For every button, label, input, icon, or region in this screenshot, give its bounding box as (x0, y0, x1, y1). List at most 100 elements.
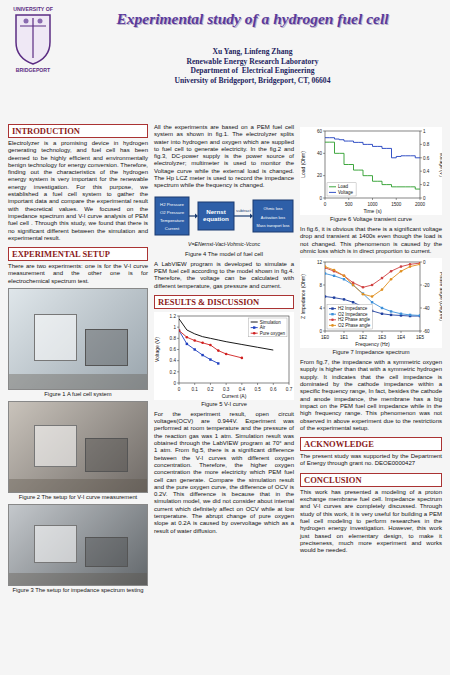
tick (420, 262, 422, 263)
marker (201, 341, 204, 344)
tick-label: 1E4 (397, 335, 406, 340)
tick (179, 383, 180, 385)
marker (400, 265, 403, 268)
photo-object (85, 537, 128, 567)
marker (409, 265, 412, 268)
tick (177, 315, 179, 316)
paragraph: A LabVIEW program is developed to simula… (154, 261, 294, 290)
marker (343, 275, 346, 278)
marker (371, 284, 374, 287)
axis-label: Voltage (V) (154, 337, 160, 362)
photo-object (85, 438, 128, 472)
tick (372, 198, 373, 200)
legend (327, 305, 372, 329)
marker (209, 344, 212, 347)
tick (420, 131, 422, 132)
marker (400, 313, 402, 315)
marker (217, 349, 220, 352)
tick-label: 2000 (415, 202, 426, 207)
paragraph: The present study was supported by the D… (300, 453, 442, 468)
tick-label: 40 (317, 151, 323, 156)
paragraph: There are two experiments: one is for th… (8, 263, 148, 285)
tick (323, 175, 325, 176)
heading: RESULTS & DISCUSSION (154, 295, 294, 309)
legend-label: Simulation (260, 319, 282, 324)
tick (226, 383, 227, 385)
tick-label: 0.5 (254, 386, 261, 391)
marker (352, 301, 354, 303)
marker (419, 314, 420, 316)
tick (177, 349, 179, 350)
legend-label: Voltage (338, 190, 354, 195)
column: 0500100015002000020406000.20.40.60.81Tim… (300, 124, 442, 556)
photo-object (34, 425, 77, 468)
series-line (325, 274, 420, 316)
author-line: Xu Yang, Linfeng Zhang (60, 47, 445, 57)
logo-text: UNIVERSITY OF (13, 6, 53, 12)
marker (419, 263, 420, 266)
heading: CONCLUSION (300, 473, 442, 487)
column: All the experiments are based on a PEM f… (154, 124, 294, 537)
axis-label: Time (s) (363, 208, 381, 214)
legend-label: Air (260, 325, 266, 330)
caption: Figure 5 V-I curve (154, 401, 294, 408)
marker (352, 284, 355, 287)
marker (381, 307, 383, 309)
caption: Figure 2 The setup for V-I curve measure… (8, 494, 148, 501)
tick-label: 0 (319, 196, 322, 201)
box-text: Temperature (160, 218, 185, 223)
box-text: Ohmic loss (264, 207, 283, 211)
legend-label: O2 Impedance (338, 312, 368, 317)
tick (344, 331, 345, 333)
legend-label: O2 Phase angle (338, 323, 371, 328)
tick-label: 1E5 (416, 335, 425, 340)
tick-label: 60 (317, 129, 323, 134)
box-text: Activation loss (261, 215, 285, 219)
tick (177, 371, 179, 372)
caption: Figure 4 The model of fuel cell (154, 251, 294, 258)
author-line: University of Bridgeport, Bridgeport, CT… (60, 76, 445, 86)
box-text: Current (165, 226, 180, 231)
heading: INTRODUCTION (8, 124, 148, 138)
series-line (325, 297, 420, 317)
box-text: H2 Pressure (160, 202, 184, 207)
tick-label: 1E1 (340, 335, 349, 340)
legend-swatch (251, 327, 258, 328)
tick-label: 0.1 (192, 386, 199, 391)
tick-label: 0 (319, 329, 322, 334)
legend-marker (331, 313, 333, 315)
marker (325, 295, 326, 297)
tick (325, 331, 326, 333)
paragraph: From fig.7, the impedance with a symmetr… (300, 359, 442, 432)
marker (225, 353, 228, 356)
tick (257, 383, 258, 385)
marker (409, 263, 412, 266)
legend (327, 183, 356, 196)
tick-label: 0.2 (170, 369, 177, 374)
photo-object (34, 314, 77, 361)
tick-label: 0 (178, 386, 181, 391)
heading: ACKNOWLEDGE (300, 437, 442, 451)
paragraph: For the experiment result, open circuit … (154, 411, 294, 535)
paragraph: Electrolyzer is a promising device in hy… (8, 140, 148, 242)
legend-swatch (329, 192, 336, 193)
box (253, 200, 293, 232)
photo (8, 504, 148, 586)
plot-frame (325, 131, 420, 198)
logo-text: BRIDGEPORT (16, 67, 51, 73)
legend-marker (331, 319, 334, 322)
paragraph: All the experiments are based on a PEM f… (154, 124, 294, 190)
author-line: Renewable Energy Research Laboratory (60, 57, 445, 67)
tick-label: 500 (345, 202, 353, 207)
box-text: Nernstequation (203, 208, 229, 222)
legend-swatch (329, 319, 336, 320)
tick-label: 0.6 (270, 386, 277, 391)
tick-label: 8 (319, 283, 322, 288)
marker (179, 329, 180, 332)
plot-area (179, 319, 273, 365)
tick (323, 262, 325, 263)
chart: 0500100015002000020406000.20.40.60.81Tim… (300, 127, 442, 215)
tick-label: 1500 (391, 202, 402, 207)
tick (382, 331, 383, 333)
marker (201, 354, 203, 356)
